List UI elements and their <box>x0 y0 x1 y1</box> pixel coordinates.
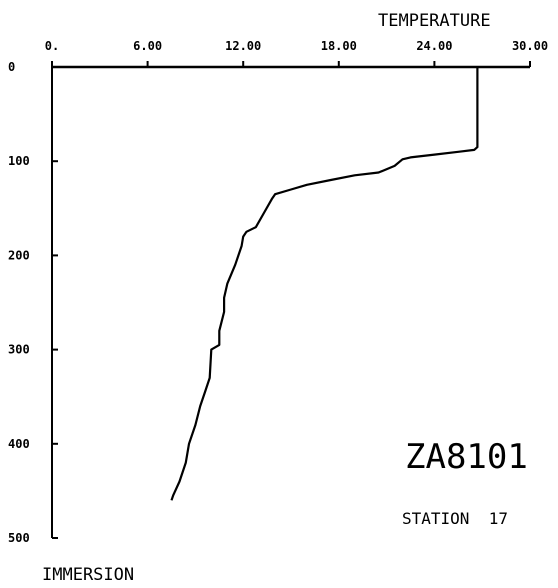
x-tick-label: 12.00 <box>225 39 261 53</box>
station-label: STATION 17 <box>402 509 508 528</box>
temperature-profile-line <box>170 67 479 501</box>
x-tick-label: 24.00 <box>416 39 452 53</box>
y-tick-label: 400 <box>8 437 30 451</box>
axes <box>51 65 530 538</box>
cruise-id-label: ZA8101 <box>405 437 528 477</box>
y-tick-label: 0 <box>8 60 15 74</box>
y-tick-label: 100 <box>8 154 30 168</box>
tick-marks <box>51 61 531 539</box>
x-axis-title: TEMPERATURE <box>378 11 491 31</box>
tick-labels: 0. 6.00 12.00 18.00 24.00 30.00 0 100 200 300 400 5… <box>8 39 548 545</box>
y-axis-title: IMMERSION <box>42 565 134 585</box>
x-tick-label: 0. <box>45 39 59 53</box>
y-tick-label: 500 <box>8 531 30 545</box>
y-tick-label: 200 <box>8 248 30 262</box>
y-tick-label: 300 <box>8 343 30 357</box>
x-tick-label: 30.00 <box>512 39 548 53</box>
x-tick-label: 6.00 <box>133 39 162 53</box>
series-group <box>170 67 479 501</box>
x-tick-label: 18.00 <box>321 39 357 53</box>
